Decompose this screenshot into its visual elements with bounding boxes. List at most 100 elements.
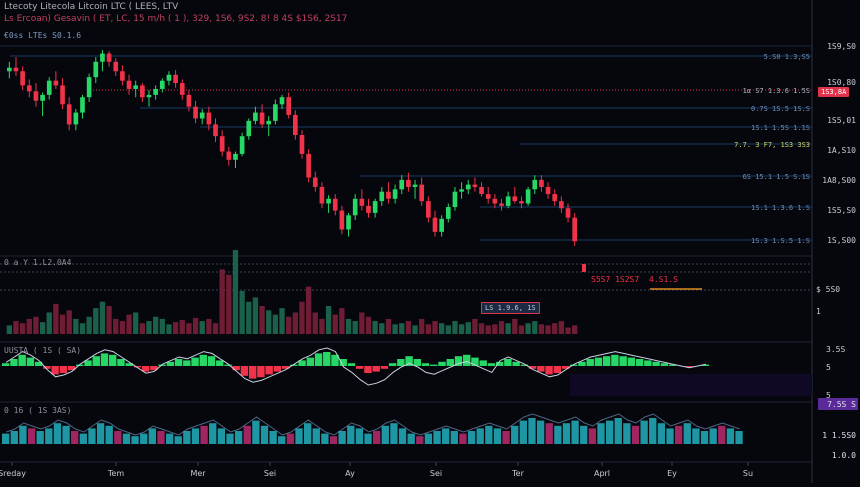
osc1-bar [602, 356, 611, 366]
osc1-bar [240, 366, 249, 376]
osc1-bar [701, 364, 710, 366]
volume-axis-label: $ 5S0 [816, 285, 840, 294]
osc2-bar [545, 423, 553, 444]
osc1-bar [685, 366, 693, 368]
candle-body [299, 135, 305, 154]
osc2-bar [511, 425, 519, 444]
osc1-bar [133, 366, 142, 368]
osc1-bar [627, 357, 636, 366]
volume-bar [199, 321, 205, 334]
candle-body [233, 153, 238, 160]
osc1-bar [314, 353, 323, 366]
candle-body [259, 112, 265, 125]
candle-body [505, 196, 511, 206]
osc1-bar [18, 354, 26, 366]
osc1-bar [644, 360, 652, 366]
volume-bar [505, 323, 511, 334]
osc1-bar [216, 360, 224, 366]
candle-body [159, 80, 165, 89]
candle-body [379, 191, 385, 202]
osc1-bar [652, 361, 660, 366]
osc1-bar [248, 366, 257, 379]
osc1-bar [191, 357, 199, 366]
candle-body [179, 83, 185, 95]
osc2-bar [36, 431, 44, 444]
osc2-axis-label: 1.0.0 [832, 451, 856, 460]
osc1-bar [660, 363, 669, 366]
osc1-bar [306, 357, 315, 366]
osc1-bar [578, 361, 586, 366]
osc1-bar [273, 366, 282, 372]
volume-bar [552, 323, 558, 334]
candle-body [206, 112, 212, 125]
volume-bar [106, 306, 112, 334]
candle-body [332, 198, 338, 211]
volume-bar [6, 325, 12, 334]
osc1-bar [446, 359, 454, 366]
volume-bar [385, 318, 392, 334]
volume-bar [339, 308, 345, 334]
osc1-bar [413, 359, 422, 366]
osc1-bar [561, 366, 570, 369]
osc2-bar [476, 428, 484, 444]
alert-label-a: S5S7 1S2S7 [591, 275, 640, 284]
level-label: 1S.3 1.S.5 1.S [751, 237, 810, 245]
symbol-label: €0ss LTEs S0.1.6 [4, 31, 82, 40]
candle-body [66, 104, 72, 125]
osc2-bar [355, 428, 364, 444]
candle-body [46, 80, 52, 95]
candle-body [499, 203, 504, 206]
osc2-axis-label: 1 1.5S0 [822, 431, 856, 440]
candle-body [73, 112, 79, 125]
volume-bar [352, 321, 358, 334]
candle-body [13, 67, 19, 72]
osc1-bar [347, 363, 356, 366]
osc2-label: 0 16 ( 1S 3AS) [4, 406, 72, 415]
osc1-bar [553, 366, 561, 373]
volume-bar [299, 301, 305, 334]
osc2-bar [580, 425, 588, 444]
candle-body [559, 201, 564, 209]
price-axis-label: 1S5,01 [827, 116, 856, 125]
candle-body [519, 201, 524, 204]
candle-body [572, 217, 578, 242]
time-axis-label: Sei [264, 469, 276, 478]
osc2-bar [234, 431, 243, 444]
osc2-bar [649, 418, 657, 444]
osc1-bar [594, 357, 603, 366]
candle-body [120, 71, 125, 81]
price-axis-label: 1S5,S0 [827, 206, 856, 215]
candle-body [253, 112, 258, 121]
level-label: 1S.1 1.3.6 1.S [751, 204, 810, 212]
osc2-bar [554, 425, 562, 444]
osc2-bar [88, 428, 96, 444]
osc2-bar [174, 436, 182, 444]
osc1-bar [158, 364, 166, 366]
volume-bar [252, 297, 259, 334]
candle-body [20, 71, 25, 86]
osc1-bar [298, 360, 306, 366]
volume-bar [319, 318, 325, 334]
candle-body [412, 184, 418, 187]
osc2-bar [260, 425, 269, 444]
osc2-bar [726, 428, 735, 444]
osc1-bar [100, 353, 109, 366]
candle-body [439, 218, 444, 232]
volume-bar [272, 314, 279, 334]
volume-bar [359, 312, 365, 334]
osc2-bar [735, 431, 743, 444]
level-label: 6S 15.1 1.5 S.1S [743, 173, 810, 181]
osc1-bar [232, 366, 240, 371]
volume-bar [279, 308, 285, 334]
osc1-bar [454, 356, 463, 366]
osc1-bar [51, 366, 59, 375]
osc1-bar [281, 366, 290, 369]
candle-body [386, 191, 391, 199]
volume-bar [46, 312, 52, 334]
price-axis-label: 1S,S00 [827, 236, 856, 245]
osc1-bar [43, 366, 51, 369]
marker-badge: LS 1.9.6, 1S [481, 302, 540, 314]
osc1-bar [141, 366, 150, 372]
candle-body [146, 94, 152, 98]
